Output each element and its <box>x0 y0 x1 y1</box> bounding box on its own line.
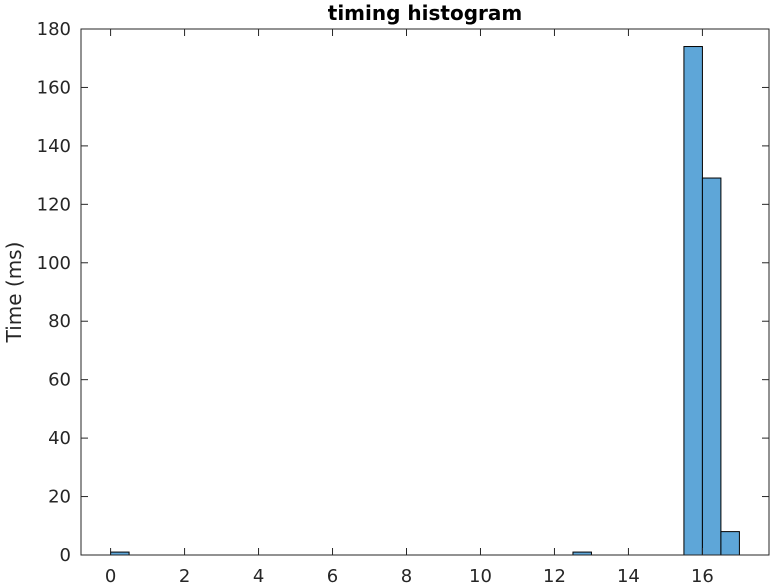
axes-box <box>80 28 770 556</box>
y-axis-ticks: 0 20 40 60 80 100 120 140 160 180 <box>37 19 769 566</box>
x-tick-label: 6 <box>327 566 338 586</box>
x-tick-label: 16 <box>691 566 714 586</box>
chart-title: timing histogram <box>328 1 522 25</box>
x-tick-label: 12 <box>543 566 566 586</box>
histogram-bar <box>683 46 703 556</box>
y-tick-label: 160 <box>37 77 71 98</box>
y-tick-label: 20 <box>48 487 71 508</box>
y-axis-label: Time (ms) <box>2 242 26 344</box>
histogram-bar <box>701 177 722 556</box>
x-tick-label: 2 <box>179 566 190 586</box>
x-tick-label: 4 <box>253 566 264 586</box>
y-tick-label: 60 <box>48 370 71 391</box>
histogram-bar <box>720 531 740 556</box>
x-axis-ticks: 0 2 4 6 8 10 12 14 16 <box>105 29 714 586</box>
histogram-bars <box>110 46 740 556</box>
y-tick-label: 0 <box>60 545 71 566</box>
x-tick-label: 14 <box>617 566 640 586</box>
x-tick-label: 8 <box>401 566 412 586</box>
y-tick-label: 120 <box>37 194 71 215</box>
y-tick-label: 140 <box>37 136 71 157</box>
x-tick-label: 0 <box>105 566 116 586</box>
y-tick-label: 40 <box>48 428 71 449</box>
y-tick-label: 100 <box>37 253 71 274</box>
y-tick-label: 180 <box>37 19 71 40</box>
x-tick-label: 10 <box>469 566 492 586</box>
y-tick-label: 80 <box>48 311 71 332</box>
